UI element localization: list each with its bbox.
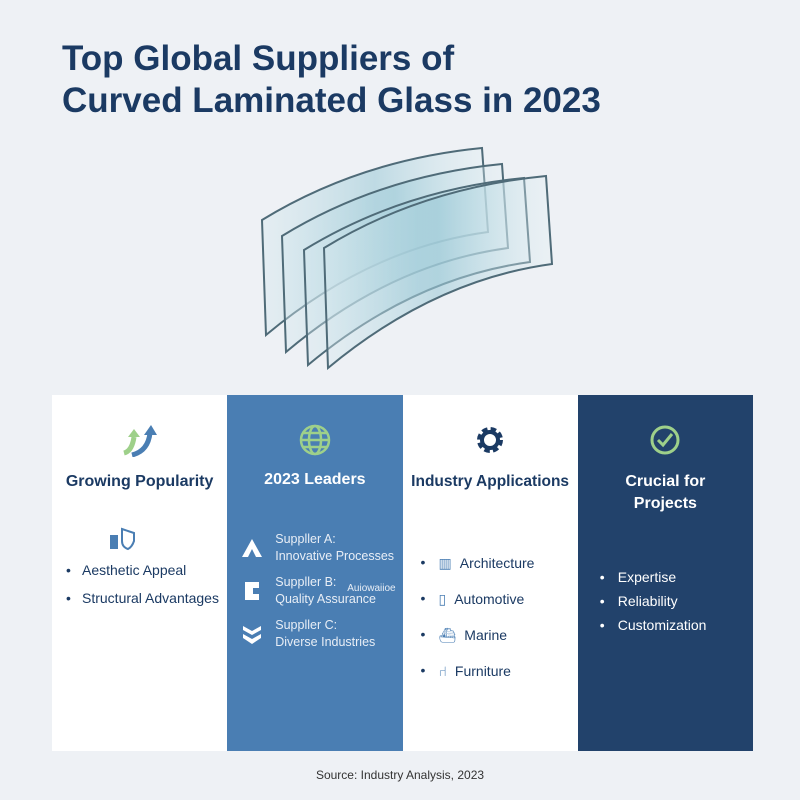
supplier-desc: Innovative Processes [275,549,395,563]
column-heading: 2023 Leaders [264,471,366,488]
supplier-c-logo-icon [243,626,262,644]
list-item: ⑁ Furniture [421,653,535,689]
item-label: Marine [464,627,508,643]
list-item: Customization [600,617,707,633]
growth-arrows-icon [122,425,157,457]
list-item: Expertise [600,569,707,585]
supplier-name: Suppller A: [275,532,336,546]
gear-icon [477,427,504,453]
ship-icon: ⛴ [438,626,457,643]
tower-icon: ▯ [438,590,447,607]
supplier-a-logo-icon [242,539,263,557]
source-note: Source: Industry Analysis, 2023 [315,768,485,782]
supplier-item: Suppller B: Quality Assurance [241,574,394,608]
list-item: ▥ Architecture [421,545,535,581]
column-crucial-for-projects: Crucial for Projects Expertise Reliabili… [577,395,753,751]
item-label: Automotive [454,591,525,607]
curved-glass-illustration [260,146,554,370]
title-line-2: Curved Laminated Glass in 2023 [62,81,601,120]
chair-icon: ⑁ [438,663,447,679]
supplier-desc: Diverse Industries [275,635,376,649]
title-line-1: Top Global Suppliers of [62,39,455,78]
supplier-name: Suppller B: [275,575,337,589]
supplier-item: Suppller A: Innovative Processes [241,531,394,565]
list-item: Aesthetic Appeal [66,561,219,580]
column-2023-leaders: 2023 Leaders Suppller A: Innovative Proce… [227,395,403,751]
list-item: ▯ Automotive [421,581,535,617]
building-icon: ▥ [438,554,452,571]
list-item: Reliability [600,593,707,609]
page-title: Top Global Suppliers of Curved Laminated… [62,38,601,122]
column-heading: Industry Applications [411,473,570,490]
check-circle-icon [650,425,680,455]
globe-icon [299,424,331,456]
supplier-desc: Quality Assurance [275,592,376,606]
column-heading: Growing Popularity [65,473,214,490]
supplier-name: Suppller C: [275,618,338,632]
supplier-b-logo-icon [245,582,260,600]
column-heading: Crucial for Projects [625,473,706,512]
supplier-item: Suppller C: Diverse Industries [241,617,394,651]
item-label: Furniture [454,663,511,679]
list-item: Structural Advantages [66,589,219,608]
building-shield-icon [110,527,135,551]
stray-text: Auiowaiioe [347,583,396,594]
item-label: Architecture [459,555,535,571]
list-item: ⛴ Marine [421,617,535,653]
column-growing-popularity: Growing Popularity Aesthetic Appeal Stru… [52,395,228,751]
column-industry-applications: Industry Applications ▥ Architecture ▯ Aut… [402,395,578,751]
